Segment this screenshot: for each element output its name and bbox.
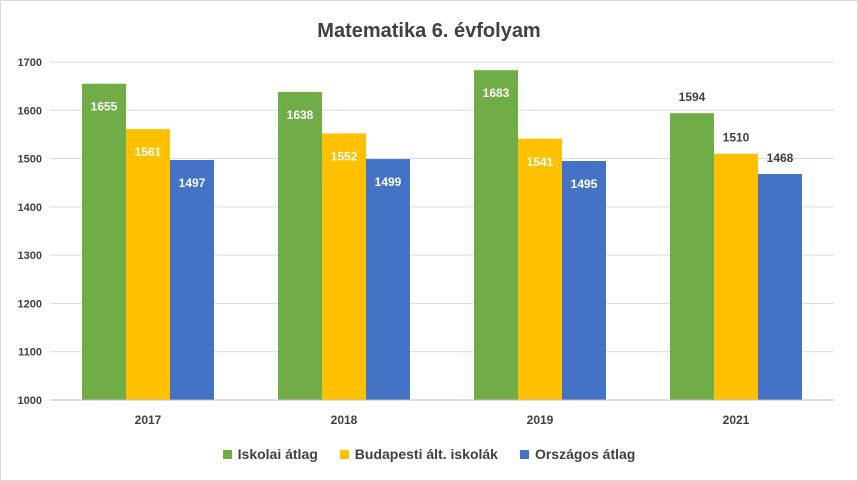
legend-item-iskolai: Iskolai átlag [222,446,318,462]
data-label: 1468 [767,151,794,165]
bar [126,129,170,401]
bar [670,113,714,400]
data-label: 1541 [527,155,554,169]
data-label: 1655 [91,100,118,114]
bar [562,160,606,400]
y-tick-label: 1200 [18,298,42,310]
data-label: 1561 [135,145,162,159]
y-tick-label: 1500 [18,154,42,166]
data-label: 1552 [331,149,358,163]
data-label: 1683 [483,86,510,100]
data-label: 1510 [723,131,750,145]
bar [474,70,518,401]
bar [322,133,366,400]
data-label: 1495 [571,177,598,191]
bar [518,138,562,400]
y-tick-label: 1000 [18,395,42,407]
data-label: 1638 [287,108,314,122]
bar [758,174,802,400]
bar [366,159,410,400]
bar [170,160,214,400]
bar [714,153,758,400]
data-label: 1497 [179,176,206,190]
bar [278,91,322,401]
legend-label-iskolai: Iskolai átlag [237,446,318,462]
data-label: 1594 [679,90,706,104]
y-tick-label: 1100 [18,347,42,359]
legend-label-budapesti: Budapesti ált. iskolák [354,446,498,462]
legend-item-orszagos: Országos átlag [519,446,636,462]
x-tick-label: 2017 [135,413,162,427]
legend-swatch-orszagos [519,449,529,459]
y-tick-label: 1600 [18,105,42,117]
x-tick-label: 2018 [331,413,358,427]
chart-title: Matematika 6. évfolyam [317,20,541,42]
legend: Iskolai átlag Budapesti ált. iskolák Ors… [0,446,858,462]
y-tick-label: 1400 [18,202,42,214]
legend-item-budapesti: Budapesti ált. iskolák [339,446,498,462]
data-label: 1499 [375,175,402,189]
y-tick-label: 1300 [18,250,42,262]
legend-swatch-budapesti [339,449,349,459]
x-tick-label: 2021 [723,413,750,427]
legend-swatch-iskolai [222,449,232,459]
x-tick-label: 2019 [527,413,554,427]
bar [82,83,126,400]
y-tick-label: 1700 [18,57,42,69]
legend-label-orszagos: Országos átlag [534,446,636,462]
